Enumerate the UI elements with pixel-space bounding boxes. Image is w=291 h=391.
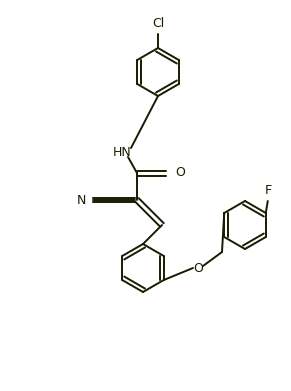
Text: N: N [77, 194, 86, 206]
Text: O: O [175, 167, 185, 179]
Text: Cl: Cl [152, 17, 164, 30]
Text: HN: HN [113, 145, 131, 158]
Text: F: F [265, 184, 272, 197]
Text: O: O [193, 262, 203, 274]
